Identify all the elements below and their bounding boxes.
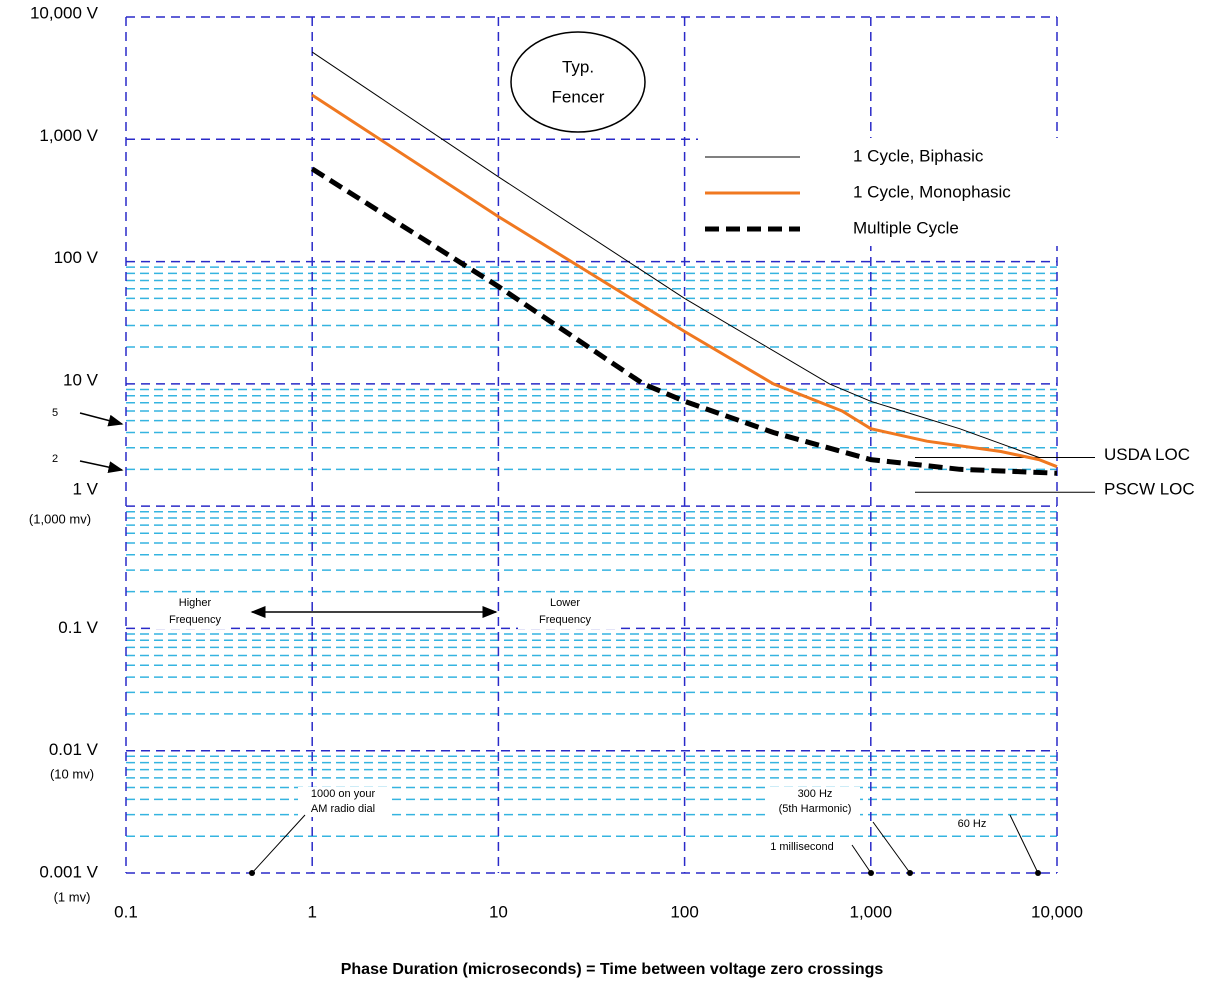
annotation: Frequency [169,614,221,626]
y-tick-label: 10,000 V [30,3,99,22]
annotation: (1,000 mv) [29,511,91,526]
annotation: AM radio dial [311,803,375,815]
pointer-dot [868,870,874,876]
legend-label: 1 Cycle, Monophasic [853,182,1011,201]
reference-label: PSCW LOC [1104,480,1195,499]
series-line [310,166,1058,476]
pointer [851,844,872,874]
annotation: Fencer [552,87,605,106]
fencer-ellipse [510,31,646,133]
y-tick-label: 100 V [54,248,99,267]
pointer [79,412,124,427]
x-tick-label: 0.1 [114,902,138,921]
reference-label: USDA LOC [1104,445,1190,464]
pointer-dot [907,870,913,876]
annotation: 300 Hz [798,788,833,800]
annotation: Frequency [539,614,591,626]
y-tick-label: 0.001 V [39,862,98,881]
label-bg [952,816,992,832]
x-tick-label: 1,000 [850,902,893,921]
annotation: Higher [179,597,212,609]
annotation: 1 millisecond [770,841,834,853]
label-bg [298,787,388,817]
legend-label: Multiple Cycle [853,218,959,237]
series-line [311,51,1040,458]
legend: 1 Cycle, Biphasic 1 Cycle, Monophasic Mult… [698,138,1058,246]
pointer [1009,814,1039,874]
pointer [251,814,306,874]
pointer [872,821,911,874]
pointer-dot [249,870,255,876]
x-axis-label: Phase Duration (microseconds) = Time bet… [341,961,884,978]
annotation: 5 [52,407,58,419]
y-tick-label: 0.01 V [49,740,99,759]
y-tick-label: 1,000 V [39,126,98,145]
x-tick-label: 100 [670,902,698,921]
label-bg [518,595,618,629]
pointer [79,460,124,474]
annotation: Typ. [562,57,594,76]
label-bg [150,595,230,629]
y-tick-label: 10 V [63,370,99,389]
x-tick-label: 1 [307,902,316,921]
x-tick-label: 10,000 [1031,902,1083,921]
annotation: 1000 on your [311,788,376,800]
annotation: (1 mv) [54,889,91,904]
annotation: Lower [550,597,580,609]
pointer-dot [1035,870,1041,876]
label-bg [770,787,860,817]
legend-label: 1 Cycle, Biphasic [853,146,984,165]
annotation: 60 Hz [958,818,987,830]
y-tick-label: 1 V [72,480,98,499]
grid [125,16,1058,874]
label-bg [760,839,844,855]
series-line [311,93,1058,469]
annotation: (5th Harmonic) [779,803,852,815]
y-tick-label: 0.1 V [58,618,98,637]
x-tick-label: 10 [489,902,508,921]
annotation: (10 mv) [50,766,94,781]
annotation: 2 [52,453,58,465]
